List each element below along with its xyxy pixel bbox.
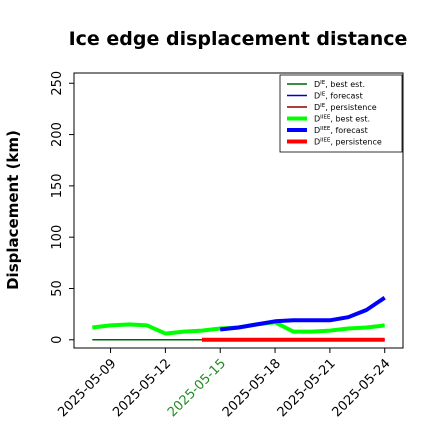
y-tick-label: 200 bbox=[50, 122, 65, 147]
chart-title: Ice edge displacement distance bbox=[69, 28, 408, 50]
y-tick-label: 250 bbox=[50, 71, 65, 96]
series-line-4 bbox=[219, 296, 386, 332]
x-tick-label: 2025-05-12 bbox=[110, 356, 174, 420]
x-tick-label: 2025-05-21 bbox=[275, 356, 339, 420]
x-tick-label: 2025-05-15 bbox=[165, 356, 229, 420]
x-tick-label: 2025-05-24 bbox=[330, 356, 394, 420]
legend-entry: DIIEE, forecast bbox=[314, 126, 368, 135]
series-layer bbox=[92, 296, 386, 342]
legend-entry: DIE, persistence bbox=[314, 103, 377, 112]
x-axis: 2025-05-092025-05-122025-05-152025-05-18… bbox=[55, 348, 394, 420]
y-tick-label: 100 bbox=[50, 225, 65, 250]
legend: DIE, best est. DIE, forecast DIE, persiste… bbox=[279, 74, 403, 153]
x-tick-label: 2025-05-09 bbox=[55, 356, 119, 420]
x-tick-label: 2025-05-18 bbox=[220, 356, 284, 420]
y-tick-label: 50 bbox=[50, 280, 65, 297]
y-tick-label: 0 bbox=[50, 336, 65, 344]
legend-box bbox=[279, 74, 403, 153]
y-axis: 0 50 100 150 200 250 bbox=[50, 71, 74, 344]
y-tick-label: 150 bbox=[50, 173, 65, 198]
plot-area bbox=[73, 72, 404, 349]
legend-entry: DIE, best est. bbox=[314, 80, 365, 89]
y-axis-label: Displacement (km) bbox=[4, 130, 22, 290]
legend-entry: DIIEE, best est. bbox=[314, 115, 370, 124]
legend-entry: DIE, forecast bbox=[314, 92, 363, 101]
legend-entry: DIIEE, persistence bbox=[314, 138, 382, 147]
